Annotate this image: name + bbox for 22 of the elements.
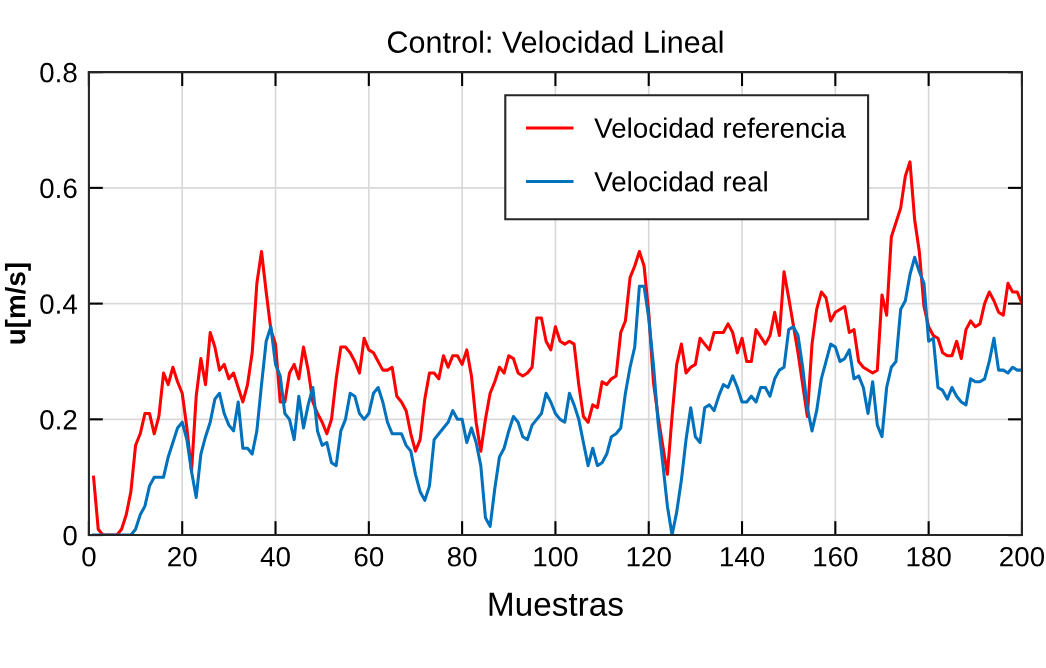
x-tick-label: 60	[354, 546, 384, 567]
x-axis-title: Muestras	[489, 592, 623, 616]
x-tick-label: 0	[82, 546, 96, 567]
chart-title: Control: Velocidad Lineal	[387, 30, 723, 53]
x-tick-label: 160	[814, 546, 858, 567]
x-tick-label: 40	[260, 546, 290, 567]
line-series	[92, 160, 1022, 536]
x-tick-label: 100	[534, 546, 578, 567]
y-tick-label: 0.2	[40, 410, 77, 430]
y-tick-label: 0.8	[40, 62, 77, 83]
x-tick-label: 200	[1000, 546, 1045, 567]
x-tick-label: 180	[907, 546, 951, 567]
x-tick-label: 20	[168, 546, 197, 567]
x-tick-label: 120	[627, 546, 671, 567]
y-tick-label: 0.6	[40, 178, 77, 199]
y-tick-label: 0	[63, 525, 77, 546]
y-axis-title: u[m/s]	[4, 263, 31, 344]
x-tick-label: 140	[720, 546, 765, 567]
y-tick-label: 0.4	[40, 294, 77, 314]
x-tick-label: 80	[447, 546, 477, 567]
legend-label: Velocidad real	[594, 171, 767, 192]
legend-label: Velocidad referencia	[594, 117, 846, 138]
